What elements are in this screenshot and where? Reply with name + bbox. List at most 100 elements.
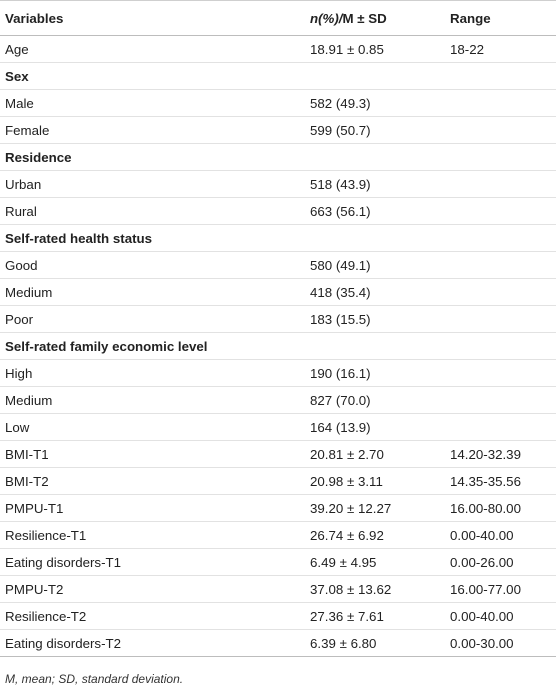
data-row: Low 164 (13.9): [0, 413, 556, 441]
data-row: Medium 827 (70.0): [0, 386, 556, 414]
data-row: Poor 183 (15.5): [0, 305, 556, 333]
data-row: Rural 663 (56.1): [0, 197, 556, 225]
cell: High: [0, 359, 305, 387]
cell: 0.00-40.00: [445, 521, 556, 549]
section-row: Residence: [0, 143, 556, 171]
cell: 14.35-35.56: [445, 467, 556, 495]
section-label: [305, 143, 445, 171]
data-row: PMPU-T2 37.08 ± 13.62 16.00-77.00: [0, 575, 556, 603]
cell: BMI-T1: [0, 440, 305, 468]
cell: 164 (13.9): [305, 413, 445, 441]
data-row: Female 599 (50.7): [0, 116, 556, 144]
section-row: Self-rated family economic level: [0, 332, 556, 360]
cell: Resilience-T1: [0, 521, 305, 549]
cell: 26.74 ± 6.92: [305, 521, 445, 549]
cell: PMPU-T1: [0, 494, 305, 522]
cell: Female: [0, 116, 305, 144]
cell: PMPU-T2: [0, 575, 305, 603]
section-label: Residence: [0, 143, 305, 171]
cell: 18.91 ± 0.85: [305, 35, 445, 63]
data-row: BMI-T2 20.98 ± 3.11 14.35-35.56: [0, 467, 556, 495]
data-row: Good 580 (49.1): [0, 251, 556, 279]
cell: 418 (35.4): [305, 278, 445, 306]
data-row: Resilience-T2 27.36 ± 7.61 0.00-40.00: [0, 602, 556, 630]
section-row: Sex: [0, 62, 556, 90]
cell: 39.20 ± 12.27: [305, 494, 445, 522]
section-label: [445, 143, 556, 171]
data-row: Male 582 (49.3): [0, 89, 556, 117]
cell: [445, 251, 556, 279]
cell: 0.00-26.00: [445, 548, 556, 576]
cell: Medium: [0, 386, 305, 414]
cell: 27.36 ± 7.61: [305, 602, 445, 630]
data-row: Eating disorders-T2 6.39 ± 6.80 0.00-30.00: [0, 629, 556, 657]
cell: [445, 278, 556, 306]
cell: 580 (49.1): [305, 251, 445, 279]
section-label: [305, 224, 445, 252]
cell: Resilience-T2: [0, 602, 305, 630]
cell: [445, 305, 556, 333]
cell: 20.81 ± 2.70: [305, 440, 445, 468]
section-label: [445, 332, 556, 360]
data-row: High 190 (16.1): [0, 359, 556, 387]
cell: [445, 170, 556, 198]
section-label: [445, 224, 556, 252]
cell: Male: [0, 89, 305, 117]
cell: BMI-T2: [0, 467, 305, 495]
footnote: M, mean; SD, standard deviation.: [5, 672, 184, 686]
cell: 183 (15.5): [305, 305, 445, 333]
cell: Good: [0, 251, 305, 279]
section-label: Self-rated health status: [0, 224, 305, 252]
data-row: Medium 418 (35.4): [0, 278, 556, 306]
header-cell: n(%)/M ± SD: [305, 0, 445, 36]
cell: 827 (70.0): [305, 386, 445, 414]
cell: [445, 386, 556, 414]
cell: 14.20-32.39: [445, 440, 556, 468]
data-row: Resilience-T1 26.74 ± 6.92 0.00-40.00: [0, 521, 556, 549]
cell: 37.08 ± 13.62: [305, 575, 445, 603]
section-label: [445, 62, 556, 90]
cell: 599 (50.7): [305, 116, 445, 144]
cell: 190 (16.1): [305, 359, 445, 387]
cell: 18-22: [445, 35, 556, 63]
cell: Eating disorders-T1: [0, 548, 305, 576]
table-body: Age 18.91 ± 0.85 18-22 Sex Male 582 (49.3) Fem…: [0, 35, 556, 657]
header-cell: Range: [445, 0, 556, 36]
cell: [445, 413, 556, 441]
cell: [445, 359, 556, 387]
cell: 16.00-80.00: [445, 494, 556, 522]
cell: 6.39 ± 6.80: [305, 629, 445, 657]
section-label: Self-rated family economic level: [0, 332, 305, 360]
cell: Eating disorders-T2: [0, 629, 305, 657]
cell: Age: [0, 35, 305, 63]
section-row: Self-rated health status: [0, 224, 556, 252]
header-cell: Variables: [0, 0, 305, 36]
cell: 0.00-40.00: [445, 602, 556, 630]
cell: Rural: [0, 197, 305, 225]
data-row: PMPU-T1 39.20 ± 12.27 16.00-80.00: [0, 494, 556, 522]
cell: Poor: [0, 305, 305, 333]
cell: [445, 116, 556, 144]
section-label: [305, 332, 445, 360]
cell: 582 (49.3): [305, 89, 445, 117]
section-label: [305, 62, 445, 90]
cell: 20.98 ± 3.11: [305, 467, 445, 495]
header-row: Variables n(%)/M ± SD Range: [0, 0, 556, 36]
cell: [445, 197, 556, 225]
cell: [445, 89, 556, 117]
data-row: BMI-T1 20.81 ± 2.70 14.20-32.39: [0, 440, 556, 468]
cell: Low: [0, 413, 305, 441]
cell: 6.49 ± 4.95: [305, 548, 445, 576]
data-table: Variables n(%)/M ± SD Range Age 18.91 ± 0…: [0, 0, 556, 657]
cell: 663 (56.1): [305, 197, 445, 225]
cell: 0.00-30.00: [445, 629, 556, 657]
data-row: Age 18.91 ± 0.85 18-22: [0, 35, 556, 63]
data-row: Eating disorders-T1 6.49 ± 4.95 0.00-26.00: [0, 548, 556, 576]
cell: 16.00-77.00: [445, 575, 556, 603]
section-label: Sex: [0, 62, 305, 90]
cell: 518 (43.9): [305, 170, 445, 198]
data-row: Urban 518 (43.9): [0, 170, 556, 198]
cell: Medium: [0, 278, 305, 306]
cell: Urban: [0, 170, 305, 198]
